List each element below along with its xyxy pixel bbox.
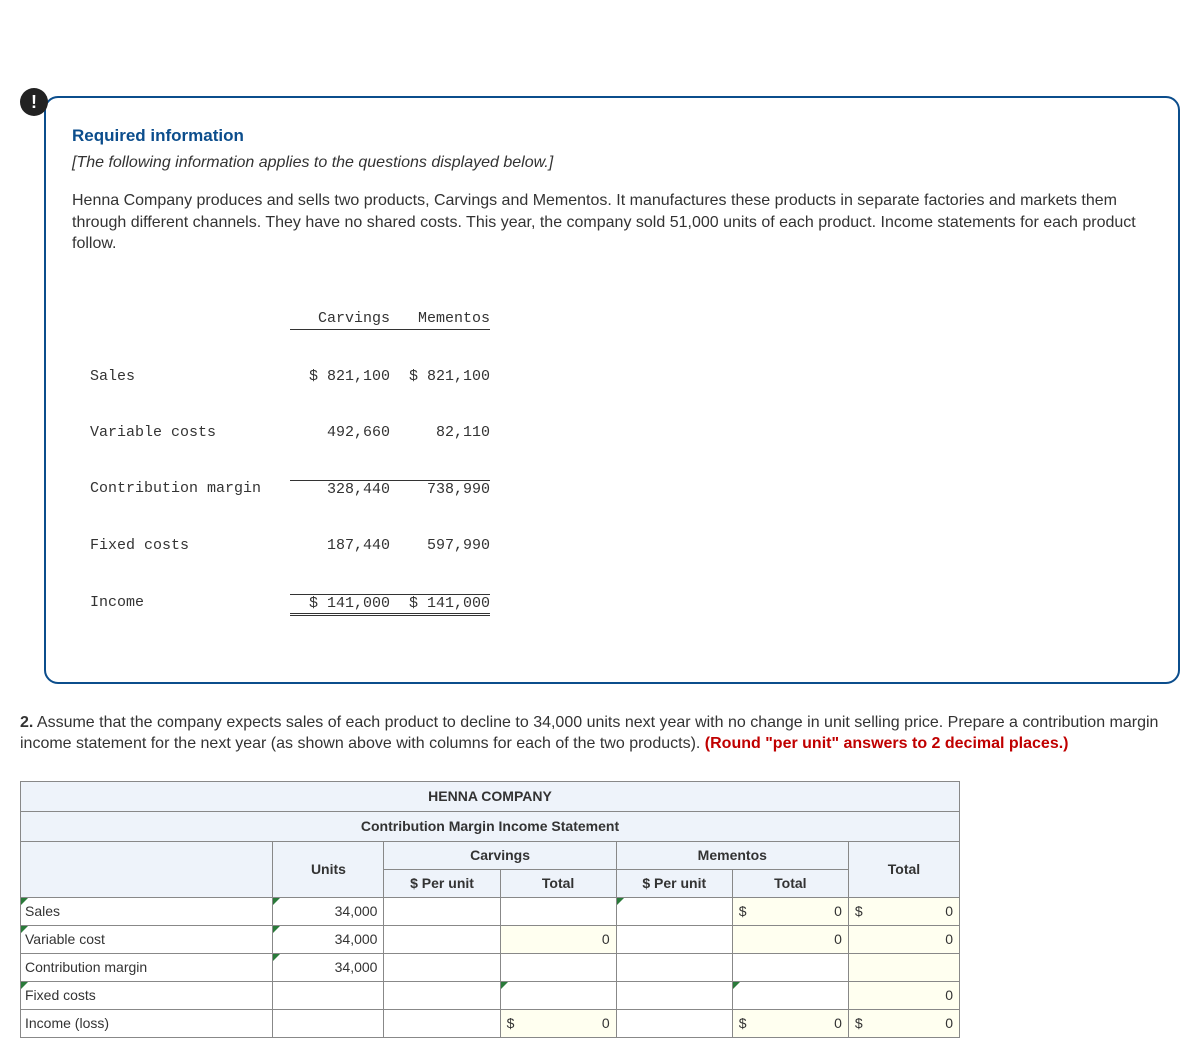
units-input[interactable]: 34,000 (273, 953, 384, 981)
carvings-per-unit-input[interactable] (384, 981, 500, 1009)
info-subtitle: [The following information applies to th… (72, 154, 1152, 172)
row-label: Variable costs (90, 424, 290, 443)
row-label: Contribution margin (90, 480, 290, 500)
carvings-per-unit-header: $ Per unit (384, 869, 500, 897)
answer-table: HENNA COMPANY Contribution Margin Income… (20, 781, 960, 1038)
units-header: Units (273, 841, 384, 897)
cell: 597,990 (390, 537, 490, 556)
carvings-total-input[interactable] (500, 981, 616, 1009)
info-body-text: Henna Company produces and sells two pro… (72, 190, 1152, 255)
cell: $ 821,100 (390, 368, 490, 387)
units-input[interactable]: 34,000 (273, 925, 384, 953)
cell: 82,110 (390, 424, 490, 443)
cell: 738,990 (390, 480, 490, 500)
info-panel: Required information [The following info… (44, 96, 1180, 684)
blank-header (90, 310, 290, 330)
mementos-per-unit-input[interactable] (616, 925, 732, 953)
answer-statement-title: Contribution Margin Income Statement (21, 811, 960, 841)
mementos-per-unit-cell (616, 1009, 732, 1037)
answer-company-title: HENNA COMPANY (21, 781, 960, 811)
grand-total-calc: $0 (848, 1009, 959, 1037)
question-number: 2. (20, 714, 33, 731)
row-label: Fixed costs (90, 537, 290, 556)
carvings-group-header: Carvings (384, 841, 616, 869)
cell: $ 821,100 (290, 368, 390, 387)
units-input[interactable] (273, 981, 384, 1009)
row-label-variable-cost[interactable]: Variable cost (21, 925, 273, 953)
total-header: Total (848, 841, 959, 897)
col-header-mementos: Mementos (390, 310, 490, 330)
required-info-heading: Required information (72, 126, 1152, 146)
cell: 328,440 (290, 480, 390, 500)
alert-badge-icon: ! (20, 88, 48, 116)
units-cell (273, 1009, 384, 1037)
units-input[interactable]: 34,000 (273, 897, 384, 925)
cell: $ 141,000 (390, 594, 490, 617)
carvings-total-header: Total (500, 869, 616, 897)
mementos-per-unit-input[interactable] (616, 897, 732, 925)
cell: $ 141,000 (290, 594, 390, 617)
grand-total-calc: 0 (848, 925, 959, 953)
col-header-carvings: Carvings (290, 310, 390, 330)
mementos-total-calc: $0 (732, 1009, 848, 1037)
blank-corner (21, 841, 273, 897)
mementos-per-unit-header: $ Per unit (616, 869, 732, 897)
grand-total-calc: $0 (848, 897, 959, 925)
cell: 187,440 (290, 537, 390, 556)
mementos-total-calc: $0 (732, 897, 848, 925)
carvings-total-calc: $0 (500, 1009, 616, 1037)
question-block: 2. Assume that the company expects sales… (20, 712, 1180, 755)
grand-total-calc (848, 953, 959, 981)
carvings-per-unit-cell (384, 1009, 500, 1037)
carvings-total-input[interactable] (500, 897, 616, 925)
mementos-group-header: Mementos (616, 841, 848, 869)
grand-total-calc: 0 (848, 981, 959, 1009)
carvings-per-unit-input[interactable] (384, 953, 500, 981)
page-root: ! Required information [The following in… (0, 0, 1200, 877)
mementos-per-unit-input[interactable] (616, 953, 732, 981)
row-label: Income (90, 594, 290, 617)
carvings-per-unit-input[interactable] (384, 897, 500, 925)
carvings-total-calc: 0 (500, 925, 616, 953)
row-label-fixed-costs[interactable]: Fixed costs (21, 981, 273, 1009)
mementos-total-calc: 0 (732, 925, 848, 953)
mementos-per-unit-input[interactable] (616, 981, 732, 1009)
carvings-total-input[interactable] (500, 953, 616, 981)
question-hint-red: (Round "per unit" answers to 2 decimal p… (705, 735, 1069, 752)
cell: 492,660 (290, 424, 390, 443)
row-label-sales[interactable]: Sales (21, 897, 273, 925)
row-label-contribution-margin: Contribution margin (21, 953, 273, 981)
row-label: Sales (90, 368, 290, 387)
carvings-per-unit-input[interactable] (384, 925, 500, 953)
mementos-total-input[interactable] (732, 981, 848, 1009)
row-label-income-loss: Income (loss) (21, 1009, 273, 1037)
income-statement-table: Carvings Mementos Sales $ 821,100 $ 821,… (90, 273, 1152, 654)
mementos-total-header: Total (732, 869, 848, 897)
mementos-total-input[interactable] (732, 953, 848, 981)
